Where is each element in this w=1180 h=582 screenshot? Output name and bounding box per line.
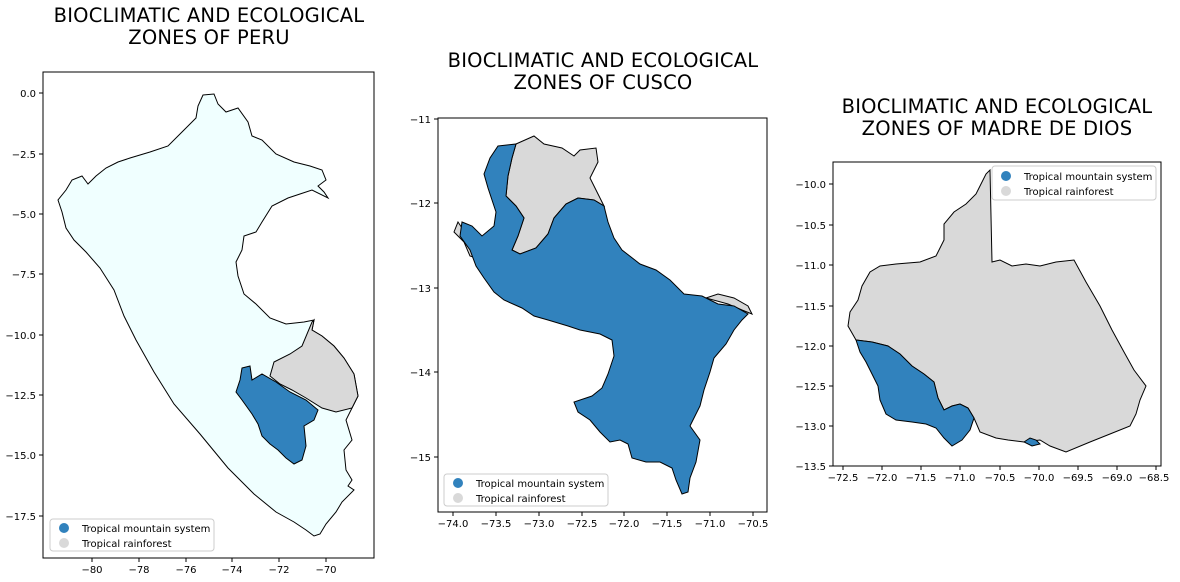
peru-ytick-label: −7.5 — [12, 270, 36, 281]
mdd-ytick-label: −11.0 — [795, 261, 826, 272]
legend-label-rainforest: Tropical rainforest — [81, 539, 172, 550]
legend-marker-rainforest — [1001, 186, 1011, 196]
peru-xtick-label: −76 — [175, 565, 196, 576]
peru-map-panel: −80 −78 −76 −74 −72 −70 0.0 −2.5 −5.0 −7… — [5, 71, 375, 576]
legend-marker-rainforest — [59, 538, 69, 548]
mdd-xtick-label: −71.0 — [945, 473, 976, 484]
legend-label-rainforest: Tropical rainforest — [475, 494, 566, 505]
mdd-ytick-label: −13.0 — [795, 422, 826, 433]
mdd-mountain-zone-small — [1023, 437, 1041, 447]
peru-legend: Tropical mountain system Tropical rainfo… — [49, 518, 215, 552]
peru-ytick-label: 0.0 — [20, 89, 36, 100]
mdd-ytick-label: −10.0 — [795, 180, 826, 191]
cusco-ytick-label: −13 — [410, 284, 431, 295]
mdd-ytick-label: −13.5 — [795, 462, 826, 473]
peru-title-line1: BIOCLIMATIC AND ECOLOGICAL — [53, 4, 365, 27]
mdd-xtick-label: −72.5 — [828, 473, 859, 484]
cusco-ytick-label: −15 — [410, 453, 431, 464]
cusco-xtick-label: −70.5 — [738, 519, 769, 530]
mdd-title-line2: ZONES OF MADRE DE DIOS — [861, 117, 1133, 140]
legend-marker-rainforest — [453, 493, 463, 503]
cusco-xtick-label: −72.5 — [567, 519, 598, 530]
legend-label-mountain: Tropical mountain system — [475, 479, 604, 490]
cusco-xtick-label: −71.5 — [652, 519, 683, 530]
legend-label-mountain: Tropical mountain system — [81, 524, 210, 535]
mdd-ytick-label: −11.5 — [795, 302, 826, 313]
cusco-y-axis: −11 −12 −13 −14 −15 — [410, 115, 438, 464]
cusco-xtick-label: −73.5 — [481, 519, 512, 530]
mdd-xtick-label: −70.5 — [985, 473, 1016, 484]
madre-de-dios-map-panel: −72.5 −72.0 −71.5 −71.0 −70.5 −70.0 −69.… — [795, 161, 1170, 484]
cusco-ytick-label: −14 — [410, 368, 431, 379]
legend-label-rainforest: Tropical rainforest — [1023, 187, 1114, 198]
cusco-ytick-label: −11 — [410, 115, 431, 126]
cusco-x-axis: −74.0 −73.5 −73.0 −72.5 −72.0 −71.5 −71.… — [438, 512, 769, 530]
peru-xtick-label: −80 — [81, 565, 102, 576]
peru-x-axis: −80 −78 −76 −74 −72 −70 — [81, 558, 337, 576]
mdd-ytick-label: −12.0 — [795, 342, 826, 353]
cusco-rainforest-zone-east — [704, 293, 754, 315]
mdd-xtick-label: −70.0 — [1024, 473, 1055, 484]
peru-ytick-label: −15.0 — [5, 451, 36, 462]
madre-de-dios-map-title: BIOCLIMATIC AND ECOLOGICAL ZONES OF MADR… — [828, 96, 1166, 140]
peru-ytick-label: −17.5 — [5, 512, 36, 523]
peru-xtick-label: −74 — [221, 565, 242, 576]
peru-xtick-label: −78 — [128, 565, 149, 576]
peru-ytick-label: −12.5 — [5, 391, 36, 402]
cusco-title-line2: ZONES OF CUSCO — [513, 71, 693, 94]
peru-map-title: BIOCLIMATIC AND ECOLOGICAL ZONES OF PERU — [40, 5, 378, 49]
cusco-xtick-label: −74.0 — [438, 519, 469, 530]
cusco-map-panel: −74.0 −73.5 −73.0 −72.5 −72.0 −71.5 −71.… — [410, 115, 768, 530]
peru-ytick-label: −2.5 — [12, 150, 36, 161]
mdd-x-axis: −72.5 −72.0 −71.5 −71.0 −70.5 −70.0 −69.… — [828, 466, 1170, 484]
peru-xtick-label: −72 — [268, 565, 289, 576]
cusco-xtick-label: −71.0 — [695, 519, 726, 530]
mdd-ytick-label: −12.5 — [795, 382, 826, 393]
mdd-xtick-label: −71.5 — [906, 473, 937, 484]
mdd-xtick-label: −69.5 — [1063, 473, 1094, 484]
mdd-y-axis: −10.0 −10.5 −11.0 −11.5 −12.0 −12.5 −13.… — [795, 180, 833, 473]
cusco-mountain-zone — [459, 143, 749, 495]
cusco-title-line1: BIOCLIMATIC AND ECOLOGICAL — [447, 49, 759, 72]
cusco-ytick-label: −12 — [410, 199, 431, 210]
mdd-legend: Tropical mountain system Tropical rainfo… — [991, 165, 1157, 201]
legend-label-mountain: Tropical mountain system — [1023, 172, 1152, 183]
mdd-xtick-label: −68.5 — [1139, 473, 1170, 484]
cusco-legend: Tropical mountain system Tropical rainfo… — [443, 473, 609, 507]
cusco-xtick-label: −73.0 — [524, 519, 555, 530]
peru-xtick-label: −70 — [315, 565, 336, 576]
mdd-xtick-label: −72.0 — [867, 473, 898, 484]
peru-mountain-zone — [235, 365, 319, 465]
peru-title-line2: ZONES OF PERU — [128, 26, 290, 49]
mdd-mountain-zone — [855, 339, 975, 447]
peru-y-axis: 0.0 −2.5 −5.0 −7.5 −10.0 −12.5 −15.0 −17… — [5, 89, 43, 523]
legend-marker-mountain — [1001, 171, 1011, 181]
peru-ytick-label: −10.0 — [5, 331, 36, 342]
peru-rainforest-zone — [269, 318, 359, 413]
mdd-xtick-label: −69.0 — [1102, 473, 1133, 484]
legend-marker-mountain — [453, 478, 463, 488]
mdd-title-line1: BIOCLIMATIC AND ECOLOGICAL — [841, 95, 1153, 118]
legend-marker-mountain — [59, 523, 69, 533]
mdd-ytick-label: −10.5 — [795, 221, 826, 232]
cusco-map-title: BIOCLIMATIC AND ECOLOGICAL ZONES OF CUSC… — [434, 50, 772, 94]
peru-ytick-label: −5.0 — [12, 210, 36, 221]
cusco-xtick-label: −72.0 — [609, 519, 640, 530]
